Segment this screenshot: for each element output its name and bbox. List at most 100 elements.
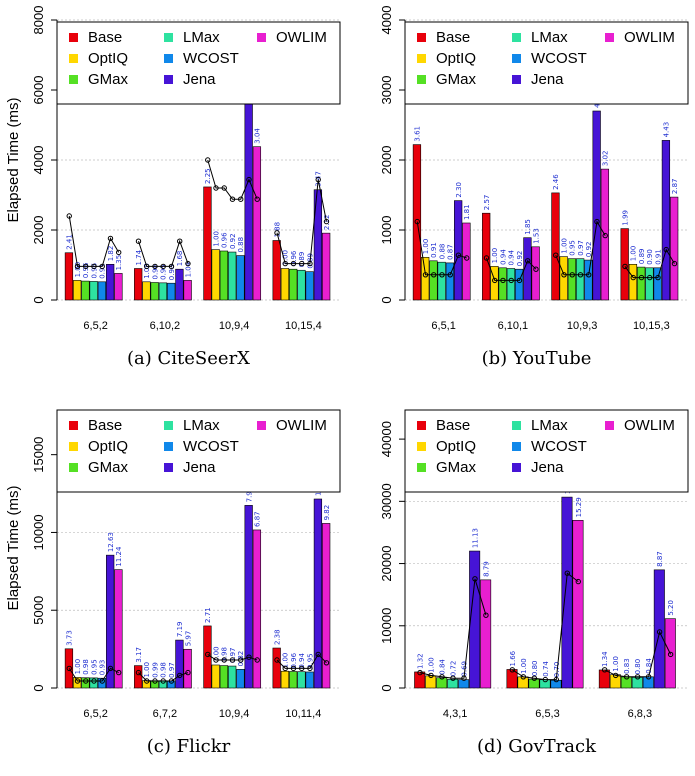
- bar-value-label: 1.04: [184, 261, 192, 277]
- bar-value-label: 0.91: [430, 242, 438, 258]
- ratio-point: [168, 678, 175, 684]
- bar-value-label: 3.17: [135, 647, 143, 663]
- legend-swatch-jena: [164, 75, 173, 84]
- bar-value-label: 0.93: [99, 660, 107, 676]
- bar-value-label: 0.88: [237, 237, 245, 253]
- bar-value-label: 0.92: [585, 242, 593, 258]
- bar-value-label: 0.94: [499, 249, 507, 265]
- bar-wcost: [167, 282, 176, 301]
- ratio-point: [516, 277, 523, 284]
- ratio-point: [667, 651, 674, 658]
- ratio-point: [439, 674, 445, 680]
- bar-value-label: 2.41: [66, 234, 74, 250]
- bar-value-label: 0.84: [438, 659, 446, 675]
- bar-value-label: 0.93: [168, 265, 176, 281]
- ratio-point: [116, 249, 122, 256]
- bar-optiq: [211, 664, 220, 689]
- bar-jena: [106, 554, 115, 689]
- bar-value-label: 1.00: [560, 238, 568, 254]
- ratio-line: [604, 630, 672, 678]
- legend-label: LMax: [183, 417, 220, 434]
- bar-value-label: 1.88: [273, 222, 281, 238]
- bar-value-label: 2.38: [273, 629, 281, 645]
- bar-lmax: [89, 281, 98, 301]
- bar-value-label: 0.80: [634, 659, 642, 675]
- bar-value-label: 0.94: [298, 653, 306, 669]
- legend-swatch-wcost: [512, 442, 521, 451]
- ratio-point: [533, 266, 539, 272]
- ratio-point: [531, 675, 538, 681]
- y-tick-label: 0: [379, 684, 394, 691]
- legend-label: GMax: [436, 71, 477, 88]
- bar-value-label: 1.82: [107, 246, 115, 262]
- bar-gmax: [429, 260, 438, 301]
- ratio-point: [561, 272, 567, 278]
- legend-swatch-optiq: [417, 54, 426, 63]
- ratio-point: [299, 260, 305, 267]
- ratio-point: [450, 675, 456, 681]
- ratio-point: [152, 678, 158, 684]
- bar-value-label: 0.88: [438, 244, 446, 260]
- bar-lmax: [158, 282, 168, 301]
- ratio-point: [185, 669, 191, 676]
- bar-owlim: [252, 529, 262, 689]
- bar-value-label: 1.85: [524, 219, 532, 235]
- ratio-point: [299, 665, 305, 672]
- legend-label: Base: [88, 417, 122, 434]
- bar-value-label: 1.00: [630, 246, 638, 262]
- bar-value-label: 0.69: [460, 661, 468, 677]
- subfigure-caption: (d) GovTrack: [477, 736, 597, 757]
- ratio-point: [663, 246, 669, 253]
- ratio-point: [569, 272, 575, 278]
- bar-optiq: [211, 249, 220, 301]
- ratio-point: [221, 185, 227, 191]
- ratio-point: [246, 176, 252, 183]
- ratio-point: [509, 667, 516, 673]
- ratio-point: [185, 260, 191, 267]
- bar-value-label: 0.89: [638, 249, 646, 265]
- bar-value-label: 0.95: [160, 264, 168, 280]
- legend-swatch-wcost: [512, 54, 521, 63]
- bar-base: [551, 192, 560, 301]
- bar-base: [482, 212, 491, 301]
- bar-lmax: [437, 261, 446, 301]
- bar-value-label: 2.57: [483, 195, 491, 211]
- subfigure-caption: (a) CiteSeerX: [127, 348, 250, 369]
- y-tick-label: 2000: [31, 216, 46, 245]
- ratio-point: [213, 657, 219, 663]
- ratio-point: [612, 672, 619, 679]
- ratio-point: [431, 272, 437, 278]
- bar-value-label: 0.96: [221, 232, 229, 248]
- bar-jena: [653, 569, 665, 689]
- y-tick-label: 5000: [31, 596, 46, 625]
- ratio-point: [307, 665, 313, 672]
- bar-gmax: [498, 267, 507, 301]
- ratio-point: [205, 157, 211, 163]
- legend-label: WCOST: [183, 50, 239, 67]
- ratio-point: [144, 678, 150, 684]
- bar-value-label: 0.98: [82, 659, 90, 675]
- legend-swatch-base: [69, 421, 78, 430]
- legend-swatch-owlim: [257, 421, 266, 430]
- ratio-point: [274, 657, 280, 663]
- ratio-point: [483, 612, 489, 618]
- bar-value-label: 11.24: [115, 546, 123, 567]
- legend-swatch-gmax: [69, 75, 78, 84]
- ratio-point: [83, 263, 89, 270]
- legend-swatch-lmax: [512, 33, 521, 42]
- ratio-line: [416, 221, 467, 276]
- bar-value-label: 1.00: [212, 646, 220, 662]
- bar-base: [64, 648, 74, 689]
- bar-value-label: 1.34: [601, 651, 609, 667]
- y-tick-label: 1000: [379, 216, 394, 245]
- bar-jena: [469, 550, 481, 689]
- bar-value-label: 0.87: [447, 244, 455, 260]
- legend-label: OWLIM: [276, 417, 327, 434]
- ratio-point: [74, 263, 81, 270]
- bar-value-label: 0.91: [654, 249, 662, 265]
- bar-optiq: [559, 256, 568, 301]
- bar-gmax: [567, 258, 577, 301]
- bar-value-label: 0.92: [516, 251, 524, 267]
- ratio-point: [238, 196, 244, 202]
- x-category-label: 10,9,4: [219, 320, 250, 332]
